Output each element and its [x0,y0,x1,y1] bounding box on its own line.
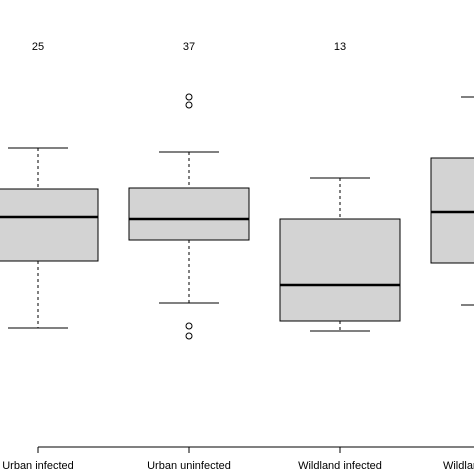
x-tick-label: Wildland infected [298,460,382,472]
box [0,188,99,262]
box [128,187,250,241]
count-label: 37 [183,41,195,53]
outlier [185,322,193,330]
box [430,157,474,264]
count-label: 25 [32,41,44,53]
x-tick-label: Urban uninfected [147,460,231,472]
outlier [185,332,193,340]
outlier [185,101,193,109]
outlier [185,93,193,101]
box [279,218,401,322]
x-tick-label: Wildland uninfected [443,460,474,472]
x-tick-label: Urban infected [2,460,74,472]
count-label: 13 [334,41,346,53]
